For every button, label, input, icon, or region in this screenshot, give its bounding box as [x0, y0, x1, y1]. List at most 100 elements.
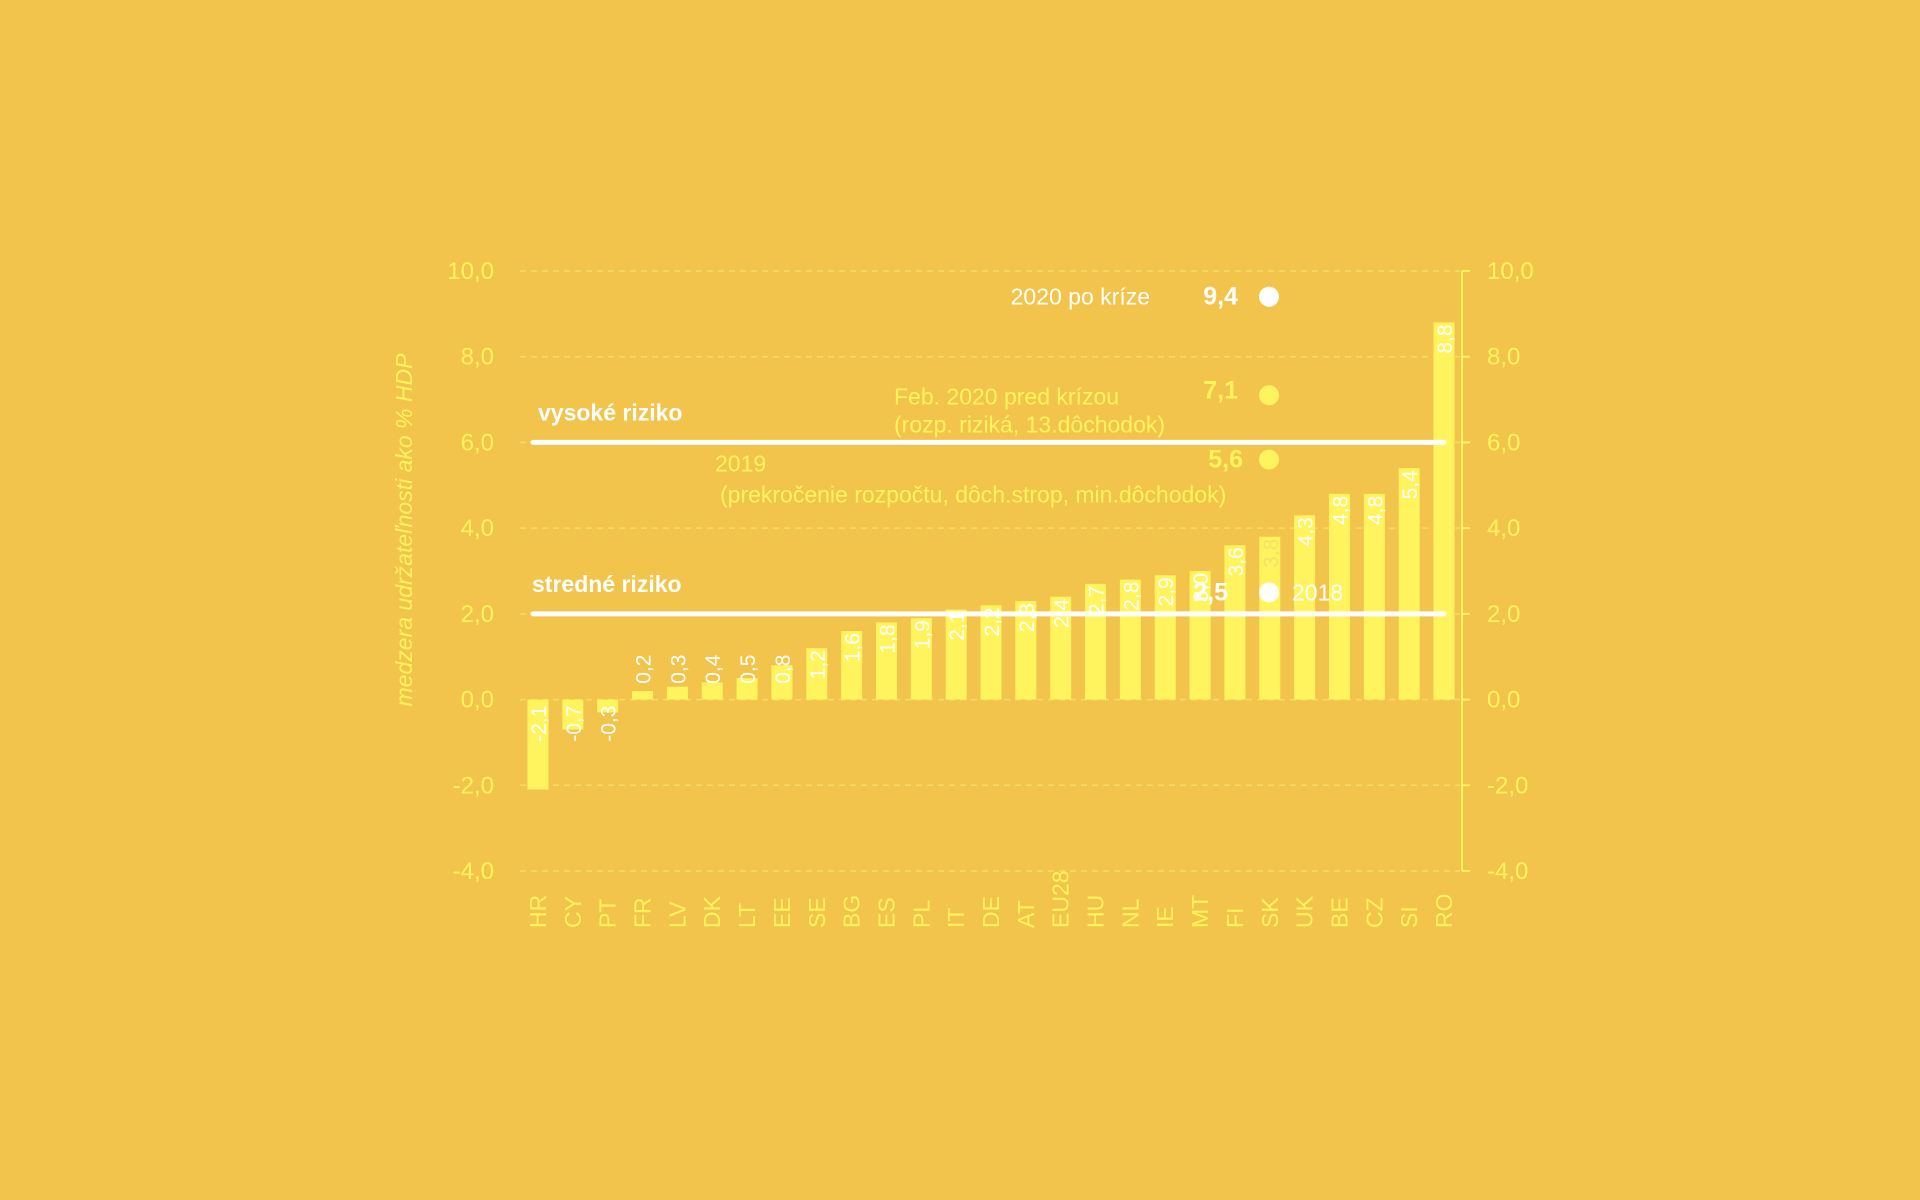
bar-pt	[597, 699, 619, 713]
bar-at	[1015, 601, 1037, 700]
bar-cz	[1363, 493, 1385, 700]
value-label-hr: -2,1	[528, 706, 551, 742]
sk-point-label-2-0: 2019	[715, 451, 766, 477]
high-risk-label: vysoké riziko	[538, 399, 682, 425]
y-tick-label-right: -4,0	[1487, 858, 1528, 885]
value-label-bg: 1,6	[842, 633, 865, 662]
y-tick-label-left: 4,0	[461, 515, 494, 542]
bar-ee	[771, 665, 793, 700]
bar-se	[806, 648, 828, 700]
x-tick-label-lt: LT	[734, 903, 760, 928]
bar-nl	[1119, 579, 1141, 700]
sk-point-label-3-0: 2018	[1292, 579, 1343, 605]
y-tick-label-right: 10,0	[1487, 258, 1534, 285]
bars: -2,1 -0,7 -0,3 0,2 0,3 0,4 0,5 0,8 1,2 1,6 1,8 1,9 2…	[527, 322, 1457, 790]
y-tick-label-left: 2,0	[461, 601, 494, 628]
x-tick-label-at: AT	[1013, 900, 1039, 928]
x-tick-label-uk: UK	[1292, 895, 1318, 928]
sk-point-value-3: 2,5	[1193, 578, 1228, 606]
x-tick-label-cz: CZ	[1361, 897, 1387, 928]
value-label-it: 2,1	[946, 612, 969, 641]
x-tick-label-sk: SK	[1257, 897, 1283, 928]
bar-ro	[1433, 322, 1455, 700]
sk-point-2	[1259, 449, 1279, 470]
bar-ie	[1154, 575, 1176, 700]
x-tick-label-hu: HU	[1083, 895, 1109, 928]
bar-es	[875, 622, 897, 700]
value-label-cy: -0,7	[563, 706, 586, 742]
bar-dk	[701, 682, 723, 700]
value-label-uk: 4,3	[1295, 517, 1318, 546]
value-label-pt: -0,3	[598, 706, 621, 742]
x-tick-label-lv: LV	[664, 901, 690, 928]
value-label-be: 4,8	[1329, 496, 1352, 525]
x-tick-label-se: SE	[804, 897, 830, 928]
x-tick-label-si: SI	[1396, 906, 1422, 928]
y-tick-label-right: 6,0	[1487, 429, 1520, 456]
value-label-cz: 4,8	[1364, 496, 1387, 525]
bar-hr	[527, 699, 549, 790]
sk-point-3	[1259, 582, 1279, 603]
y-tick-label-right: 0,0	[1487, 687, 1520, 714]
value-label-es: 1,8	[876, 624, 899, 653]
bar-it	[945, 609, 967, 700]
bar-sk	[1259, 536, 1281, 700]
value-label-si: 5,4	[1399, 470, 1422, 500]
bar-be	[1328, 493, 1350, 700]
x-tick-label-fr: FR	[630, 897, 656, 928]
x-tick-label-bg: BG	[839, 895, 865, 928]
value-label-fr: 0,2	[633, 655, 656, 684]
sk-point-0	[1259, 286, 1279, 307]
bar-fi	[1224, 545, 1246, 700]
x-tick-label-ee: EE	[769, 897, 795, 928]
y-tick-label-left: -4,0	[453, 858, 494, 885]
x-tick-label-pt: PT	[595, 899, 621, 928]
x-tick-label-de: DE	[978, 896, 1004, 928]
y-tick-label-left: -2,0	[453, 772, 494, 799]
axes: -4,0 -4,0 -2,0 -2,0 0,0 0,0 2,0 2,0 4,0 4,0 6,0 6,0…	[447, 258, 1533, 928]
y-tick-label-right: -2,0	[1487, 772, 1528, 799]
bar-si	[1398, 468, 1420, 700]
value-label-pl: 1,9	[911, 620, 934, 649]
bar-mt	[1189, 571, 1211, 700]
value-label-ie: 2,9	[1155, 577, 1178, 606]
sk-point-1	[1259, 385, 1279, 406]
x-tick-label-ie: IE	[1152, 906, 1178, 928]
sk-point-label-2-1: (prekročenie rozpočtu, dôch.strop, min.d…	[720, 482, 1226, 508]
bar-cy	[562, 699, 584, 730]
x-tick-label-mt: MT	[1187, 895, 1213, 928]
value-label-fi: 3,6	[1225, 547, 1248, 576]
y-tick-label-left: 6,0	[461, 429, 494, 456]
y-tick-label-left: 8,0	[461, 344, 494, 371]
sk-point-label-1-0: Feb. 2020 pred krízou	[894, 383, 1119, 409]
bar-lv	[666, 686, 688, 700]
bar-fr	[632, 691, 654, 700]
x-tick-label-be: BE	[1326, 897, 1352, 928]
sk-point-label-0-0: 2020 po kríze	[1011, 284, 1150, 310]
bar-lt	[736, 678, 758, 700]
sk-point-value-1: 7,1	[1203, 376, 1238, 404]
x-tick-label-fi: FI	[1222, 908, 1248, 928]
x-tick-label-hr: HR	[525, 895, 551, 928]
value-label-hu: 2,7	[1086, 586, 1109, 615]
value-label-lv: 0,3	[667, 655, 690, 684]
risk-thresholds: vysoké riziko stredné riziko	[530, 399, 1447, 617]
x-tick-label-ro: RO	[1431, 894, 1457, 929]
value-label-mt: 3,0	[1190, 573, 1213, 602]
x-tick-label-nl: NL	[1117, 898, 1143, 928]
value-label-nl: 2,8	[1120, 582, 1143, 611]
x-tick-label-eu28: EU28	[1048, 870, 1074, 928]
value-label-lt: 0,5	[737, 655, 760, 684]
x-tick-label-it: IT	[943, 908, 969, 928]
bar-de	[980, 605, 1002, 700]
value-label-dk: 0,4	[702, 654, 725, 684]
y-axis-label: medzera udržateľnosti ako % HDP	[391, 353, 417, 707]
bar-uk	[1294, 515, 1316, 700]
y-tick-label-left: 0,0	[461, 687, 494, 714]
sk-scenario-points: 9,4 2020 po kríze 7,1 Feb. 2020 pred krízou…	[715, 283, 1343, 607]
value-label-se: 1,2	[807, 650, 830, 679]
sk-point-value-2: 5,6	[1208, 446, 1243, 474]
x-tick-label-dk: DK	[699, 895, 725, 928]
x-tick-label-cy: CY	[560, 896, 586, 928]
